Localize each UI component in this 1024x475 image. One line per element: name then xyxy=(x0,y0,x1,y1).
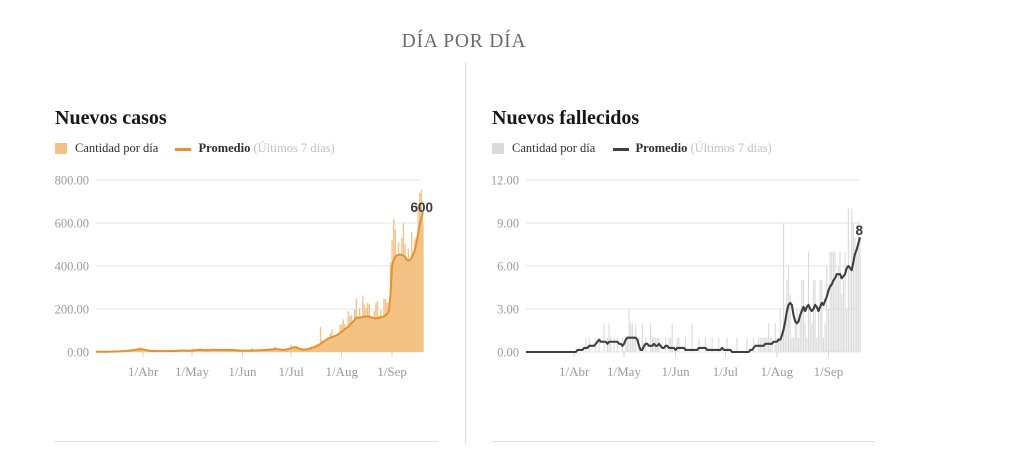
svg-text:600: 600 xyxy=(410,200,433,215)
svg-text:1/Abr: 1/Abr xyxy=(559,364,590,379)
svg-text:3.00: 3.00 xyxy=(497,303,519,317)
svg-text:1/Jul: 1/Jul xyxy=(713,364,739,379)
svg-text:1/Abr: 1/Abr xyxy=(128,364,159,379)
svg-text:800.00: 800.00 xyxy=(55,174,89,188)
svg-text:200.00: 200.00 xyxy=(55,303,89,317)
svg-text:1/Jul: 1/Jul xyxy=(279,364,305,379)
svg-text:1/Sep: 1/Sep xyxy=(377,364,407,379)
svg-text:1/Jun: 1/Jun xyxy=(228,364,257,379)
svg-text:400.00: 400.00 xyxy=(55,260,89,274)
svg-text:1/Jun: 1/Jun xyxy=(662,364,691,379)
svg-text:6.00: 6.00 xyxy=(497,260,519,274)
svg-text:0.00: 0.00 xyxy=(497,346,519,360)
svg-text:1/May: 1/May xyxy=(175,364,209,379)
svg-text:9.00: 9.00 xyxy=(497,217,519,231)
svg-text:1/May: 1/May xyxy=(607,364,641,379)
svg-text:600.00: 600.00 xyxy=(55,217,89,231)
svg-text:0.00: 0.00 xyxy=(67,346,89,360)
svg-text:1/Aug: 1/Aug xyxy=(761,364,794,379)
svg-text:1/Aug: 1/Aug xyxy=(325,364,358,379)
svg-text:1/Sep: 1/Sep xyxy=(814,364,844,379)
svg-text:12.00: 12.00 xyxy=(491,174,519,188)
svg-text:8: 8 xyxy=(855,223,863,238)
